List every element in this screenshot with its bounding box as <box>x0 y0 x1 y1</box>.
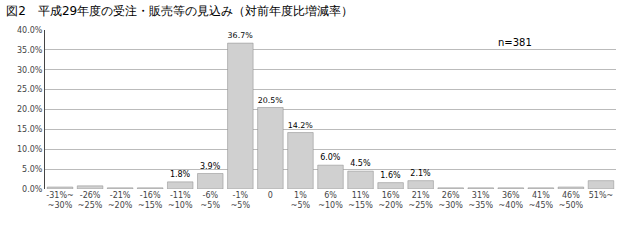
svg-text:-16%~15%: -16%~15% <box>138 191 163 210</box>
svg-text:15.0%: 15.0% <box>17 125 43 134</box>
svg-text:1.6%: 1.6% <box>380 171 401 180</box>
svg-text:2.1%: 2.1% <box>410 169 431 178</box>
svg-text:-31%~~30%: -31%~~30% <box>46 191 73 210</box>
svg-text:4.5%: 4.5% <box>350 159 371 168</box>
svg-text:0: 0 <box>268 191 273 200</box>
svg-text:11%~15%: 11%~15% <box>348 191 373 210</box>
svg-text:0.0%: 0.0% <box>22 185 43 194</box>
svg-text:-1%~5%: -1%~5% <box>231 191 251 210</box>
svg-text:-6%~5%: -6%~5% <box>201 191 221 210</box>
svg-text:10.0%: 10.0% <box>17 145 43 154</box>
svg-text:30.0%: 30.0% <box>17 66 43 75</box>
svg-text:3.9%: 3.9% <box>200 162 221 171</box>
svg-text:31%~35%: 31%~35% <box>469 191 494 210</box>
svg-text:51%~: 51%~ <box>589 191 613 200</box>
svg-text:25.0%: 25.0% <box>17 85 43 94</box>
svg-text:1%~5%: 1%~5% <box>291 191 311 210</box>
svg-text:41%~45%: 41%~45% <box>529 191 554 210</box>
svg-text:14.2%: 14.2% <box>288 121 314 130</box>
svg-text:図2 平成29年度の受注・販売等の見込み（対前年度比増減率）: 図2 平成29年度の受注・販売等の見込み（対前年度比増減率） <box>6 4 353 18</box>
svg-text:46%~50%: 46%~50% <box>559 191 584 210</box>
svg-text:-21%~20%: -21%~20% <box>108 191 133 210</box>
svg-text:26%~30%: 26%~30% <box>438 191 463 210</box>
svg-text:1.8%: 1.8% <box>170 170 191 179</box>
svg-text:21%~25%: 21%~25% <box>408 191 433 210</box>
svg-text:n=381: n=381 <box>498 37 532 48</box>
svg-text:20.5%: 20.5% <box>258 96 284 105</box>
svg-text:6.0%: 6.0% <box>320 153 341 162</box>
svg-text:5.0%: 5.0% <box>22 165 43 174</box>
svg-text:40.0%: 40.0% <box>17 26 43 35</box>
svg-text:6%~10%: 6%~10% <box>318 191 343 210</box>
svg-text:-11%~10%: -11%~10% <box>168 191 193 210</box>
svg-text:36.7%: 36.7% <box>228 31 254 40</box>
svg-text:36%~40%: 36%~40% <box>499 191 524 210</box>
svg-text:-26%~25%: -26%~25% <box>78 191 103 210</box>
svg-text:35.0%: 35.0% <box>17 46 43 55</box>
svg-text:20.0%: 20.0% <box>17 105 43 114</box>
svg-text:16%~20%: 16%~20% <box>378 191 403 210</box>
